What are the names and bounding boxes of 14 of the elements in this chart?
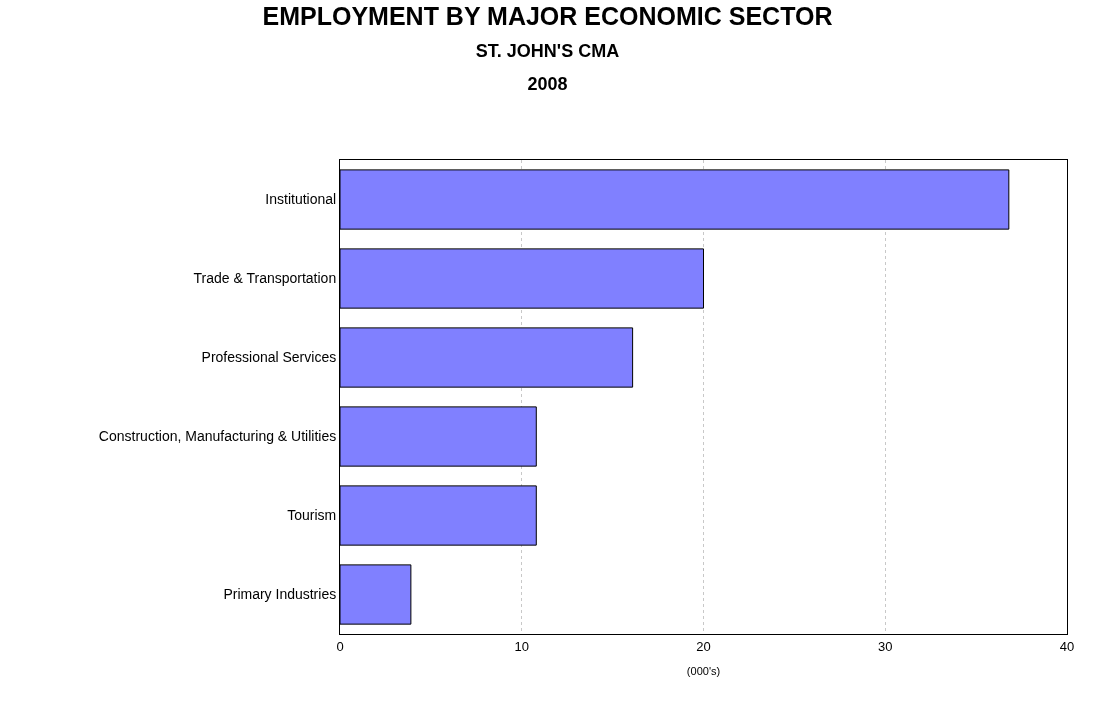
y-tick-label: Trade & Transportation bbox=[193, 270, 337, 287]
y-tick-label: Tourism bbox=[287, 507, 337, 524]
y-tick-label: Construction, Manufacturing & Utilities bbox=[98, 428, 337, 445]
chart-subtitle: ST. JOHN'S CMA 2008 bbox=[475, 41, 620, 94]
x-tick-label: 10 bbox=[514, 638, 529, 654]
x-tick-label: 20 bbox=[696, 638, 711, 654]
x-tick-label: 30 bbox=[878, 638, 893, 654]
y-tick-label: Professional Services bbox=[201, 349, 337, 366]
x-tick-label: 40 bbox=[1059, 638, 1075, 654]
y-tick-label: Primary Industries bbox=[223, 586, 337, 603]
x-axis-title: (000's) bbox=[686, 664, 721, 677]
chart-title: EMPLOYMENT BY MAJOR ECONOMIC SECTOR bbox=[262, 1, 833, 30]
y-tick-label: Institutional bbox=[265, 191, 337, 208]
x-tick-label: 0 bbox=[336, 638, 344, 654]
